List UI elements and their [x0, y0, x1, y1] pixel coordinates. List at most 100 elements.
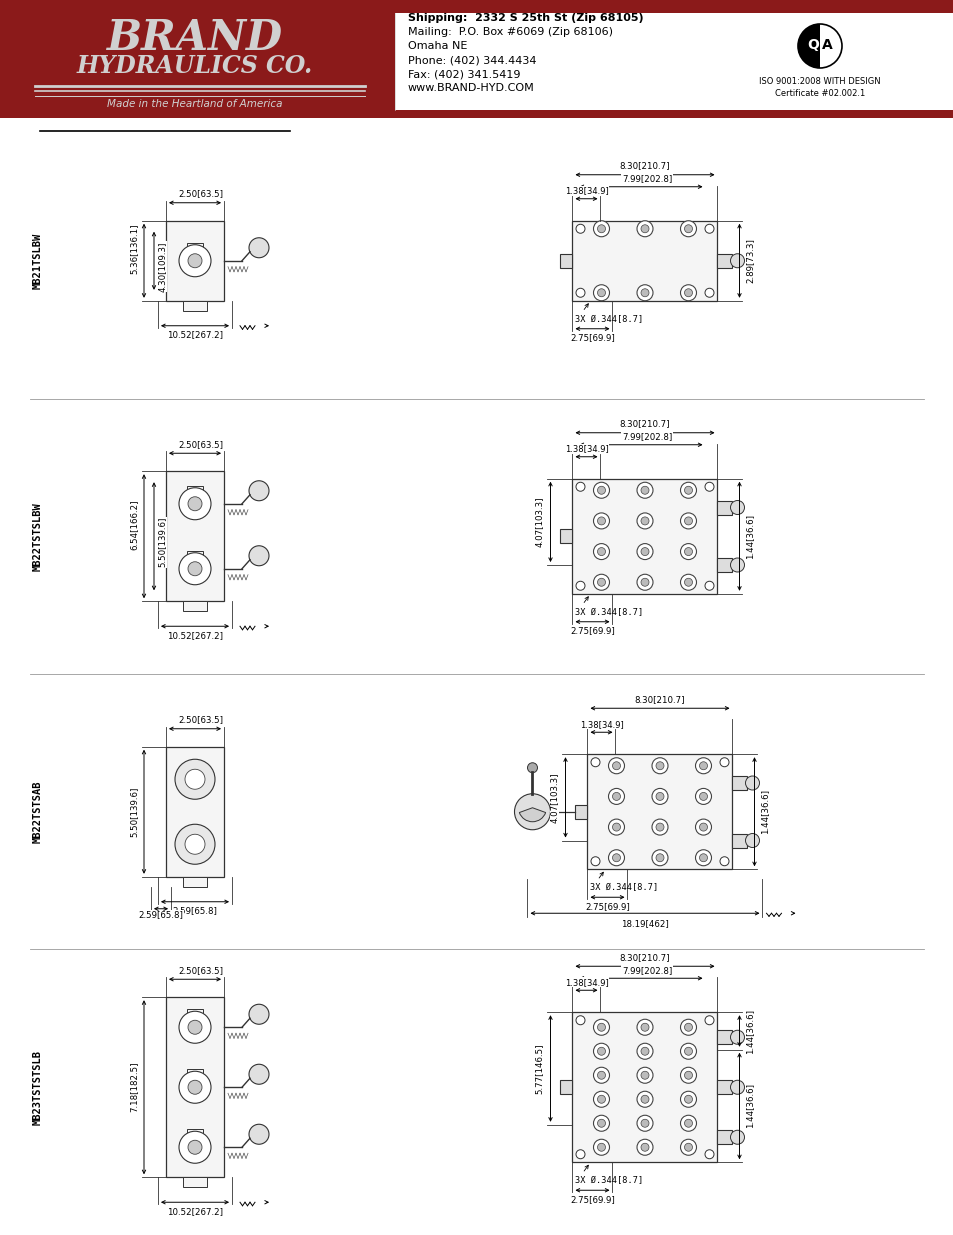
Text: 4.30[109.3]: 4.30[109.3] — [157, 242, 167, 291]
Circle shape — [679, 1092, 696, 1108]
Circle shape — [174, 760, 214, 799]
Text: 2.50[63.5]: 2.50[63.5] — [178, 189, 223, 199]
Text: Shipping:  2332 S 25th St (Zip 68105): Shipping: 2332 S 25th St (Zip 68105) — [408, 14, 643, 23]
Circle shape — [249, 1004, 269, 1024]
Circle shape — [656, 853, 663, 862]
Bar — [183, 1177, 207, 1187]
Text: 10.52[267.2]: 10.52[267.2] — [167, 631, 223, 640]
Circle shape — [684, 1144, 692, 1151]
Circle shape — [704, 582, 713, 590]
Text: Q: Q — [806, 38, 818, 52]
Circle shape — [188, 1020, 202, 1034]
Circle shape — [684, 1095, 692, 1103]
Circle shape — [593, 482, 609, 498]
Text: 2.75[69.9]: 2.75[69.9] — [584, 902, 629, 910]
Circle shape — [684, 225, 692, 232]
Circle shape — [612, 793, 619, 800]
Circle shape — [637, 285, 652, 301]
Text: 10.52[267.2]: 10.52[267.2] — [167, 330, 223, 340]
Circle shape — [730, 253, 743, 268]
Circle shape — [593, 1067, 609, 1083]
Bar — [572, 1013, 717, 1162]
Circle shape — [640, 1071, 648, 1079]
Text: 5.77[146.5]: 5.77[146.5] — [535, 1044, 543, 1094]
Circle shape — [679, 513, 696, 529]
Circle shape — [597, 1047, 605, 1055]
Circle shape — [699, 823, 707, 831]
Circle shape — [651, 819, 667, 835]
Text: Mailing:  P.O. Box #6069 (Zip 68106): Mailing: P.O. Box #6069 (Zip 68106) — [408, 27, 613, 37]
Text: 8.30[210.7]: 8.30[210.7] — [619, 419, 670, 429]
Circle shape — [608, 819, 624, 835]
Circle shape — [679, 1067, 696, 1083]
Circle shape — [640, 1095, 648, 1103]
Bar — [575, 805, 587, 819]
Bar — [572, 479, 717, 594]
Circle shape — [704, 288, 713, 298]
Text: 3X Ø.344[8.7]: 3X Ø.344[8.7] — [575, 1176, 643, 1186]
Circle shape — [590, 758, 599, 767]
Circle shape — [249, 1065, 269, 1084]
Circle shape — [608, 788, 624, 804]
Circle shape — [679, 1139, 696, 1155]
Circle shape — [656, 762, 663, 769]
Circle shape — [730, 500, 743, 515]
Circle shape — [640, 487, 648, 494]
Text: 1.44[36.6]: 1.44[36.6] — [744, 514, 753, 558]
Circle shape — [179, 553, 211, 584]
Circle shape — [185, 769, 205, 789]
Circle shape — [188, 837, 202, 851]
Text: 18.19[462]: 18.19[462] — [620, 919, 668, 927]
Circle shape — [576, 225, 584, 233]
Bar — [183, 601, 207, 611]
Circle shape — [640, 225, 648, 232]
Text: 2.50[63.5]: 2.50[63.5] — [178, 440, 223, 448]
Circle shape — [597, 225, 605, 232]
Circle shape — [593, 574, 609, 590]
Circle shape — [185, 835, 205, 855]
Text: BRAND: BRAND — [107, 17, 283, 59]
Circle shape — [597, 1119, 605, 1128]
Circle shape — [597, 578, 605, 587]
Text: 2.50[63.5]: 2.50[63.5] — [178, 715, 223, 724]
Circle shape — [640, 1119, 648, 1128]
Circle shape — [608, 850, 624, 866]
Text: 7.99[202.8]: 7.99[202.8] — [621, 432, 672, 441]
Text: 1.38[34.9]: 1.38[34.9] — [564, 445, 608, 453]
Circle shape — [597, 1024, 605, 1031]
Text: 1.44[36.6]: 1.44[36.6] — [744, 1083, 753, 1129]
Bar — [166, 997, 224, 1177]
Text: 2.89[73.3]: 2.89[73.3] — [744, 238, 753, 283]
Circle shape — [695, 758, 711, 774]
Circle shape — [188, 772, 202, 787]
Bar — [166, 221, 224, 301]
Bar — [166, 472, 224, 601]
Bar — [183, 301, 207, 311]
Circle shape — [576, 1150, 584, 1158]
Bar — [717, 253, 732, 268]
Text: 6.54[166.2]: 6.54[166.2] — [130, 499, 138, 550]
Text: 1.38[34.9]: 1.38[34.9] — [564, 186, 608, 195]
Circle shape — [684, 1119, 692, 1128]
Circle shape — [597, 289, 605, 296]
Bar — [572, 221, 717, 301]
Text: Certificate #02.002.1: Certificate #02.002.1 — [774, 89, 864, 98]
Circle shape — [684, 487, 692, 494]
Circle shape — [720, 758, 728, 767]
Circle shape — [640, 1047, 648, 1055]
Circle shape — [179, 1011, 211, 1044]
Circle shape — [684, 578, 692, 587]
Bar — [187, 1070, 203, 1079]
Circle shape — [656, 793, 663, 800]
Circle shape — [637, 1067, 652, 1083]
Circle shape — [640, 517, 648, 525]
Circle shape — [699, 762, 707, 769]
Circle shape — [188, 562, 202, 576]
Circle shape — [179, 1131, 211, 1163]
Circle shape — [612, 823, 619, 831]
Bar — [0, 110, 953, 119]
Circle shape — [188, 253, 202, 268]
Circle shape — [651, 850, 667, 866]
Circle shape — [704, 1150, 713, 1158]
Text: 2.75[69.9]: 2.75[69.9] — [570, 626, 615, 635]
